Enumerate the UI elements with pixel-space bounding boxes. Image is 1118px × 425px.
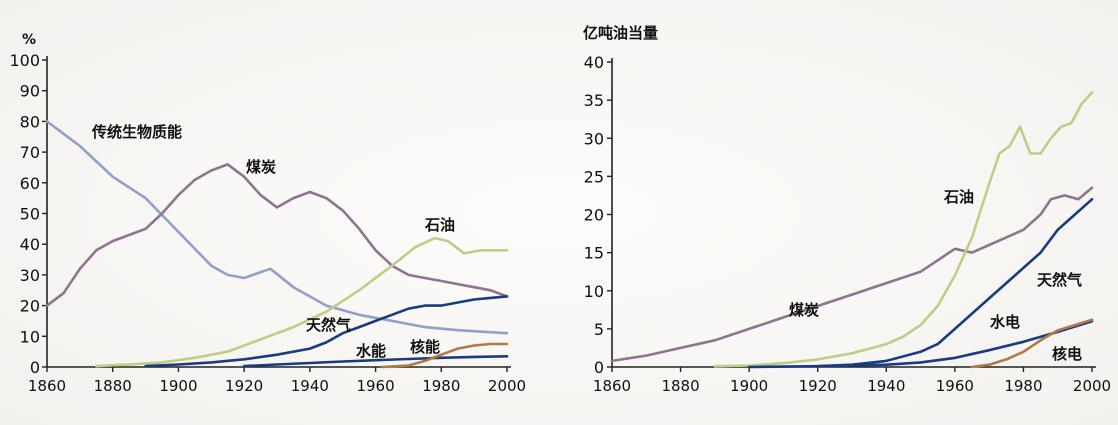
x-tick-label: 1900 <box>159 377 197 395</box>
series-label: 核能 <box>410 338 440 356</box>
energy-consumption-chart: 亿吨油当量 0 5 10 15 20 25 30 35 40 1860 1880 1900 1920 194… <box>583 24 1111 395</box>
x-tick-label: 1940 <box>291 377 329 395</box>
x-tick-label: 1880 <box>94 377 132 395</box>
series-label: 煤炭 <box>246 158 276 176</box>
series-line-5 <box>380 342 509 369</box>
x-tick-label: 1940 <box>867 377 905 395</box>
y-axis-label: % <box>22 32 36 48</box>
series-line-3 <box>747 320 1094 369</box>
series-line-3 <box>144 295 509 368</box>
x-tick-label: 2000 <box>1073 377 1111 395</box>
y-tick-label: 20 <box>584 206 604 225</box>
series-line-0 <box>610 186 1094 363</box>
y-tick-label: 100 <box>9 51 40 70</box>
series-label: 水能 <box>356 342 386 360</box>
x-tick-label: 1980 <box>1004 377 1042 395</box>
x-tick-label: 1920 <box>799 377 837 395</box>
series-line-4 <box>242 355 509 368</box>
x-tick-label: 1880 <box>661 377 699 395</box>
y-tick-label: 60 <box>20 174 40 193</box>
series-line-2 <box>816 198 1094 368</box>
y-tick-label: 90 <box>20 82 40 101</box>
y-axis-label: 亿吨油当量 <box>583 24 658 42</box>
series-label: 石油 <box>424 216 455 234</box>
y-tick-label: 80 <box>20 112 40 131</box>
y-tick-label: 40 <box>584 53 604 72</box>
x-tick-label: 1920 <box>225 377 263 395</box>
y-tick-label: 50 <box>20 205 40 224</box>
series-line-1 <box>45 163 509 307</box>
x-tick-label: 1960 <box>936 377 974 395</box>
y-tick-label: 10 <box>584 282 604 301</box>
series-label: 石油 <box>943 188 974 206</box>
series-line-1 <box>713 91 1094 368</box>
y-tick-label: 35 <box>584 91 604 110</box>
series-label: 天然气 <box>306 316 351 334</box>
y-tick-label: 40 <box>20 235 40 254</box>
series-label: 煤炭 <box>789 301 819 319</box>
y-tick-label: 30 <box>20 266 40 285</box>
series-line-2 <box>95 236 509 368</box>
x-tick-label: 2000 <box>488 377 526 395</box>
series-label: 天然气 <box>1037 271 1082 289</box>
y-tick-label: 70 <box>20 143 40 162</box>
y-tick-label: 0 <box>594 358 604 377</box>
y-tick-label: 20 <box>20 297 40 316</box>
x-tick-label: 1900 <box>730 377 768 395</box>
series-label: 核电 <box>1052 345 1082 363</box>
y-tick-label: 10 <box>20 327 40 346</box>
x-tick-label: 1860 <box>593 377 631 395</box>
y-tick-label: 5 <box>594 320 604 339</box>
series-line-4 <box>970 318 1094 369</box>
series-label: 传统生物质能 <box>91 123 182 141</box>
y-tick-label: 15 <box>584 244 604 263</box>
series-line-0 <box>45 120 509 335</box>
y-tick-label: 25 <box>584 167 604 186</box>
x-tick-label: 1980 <box>422 377 460 395</box>
x-tick-label: 1860 <box>28 377 66 395</box>
y-tick-label: 0 <box>30 358 40 377</box>
energy-share-chart: % 0 10 20 30 40 50 60 70 80 90 100 1860 1880 1900 1920 1… <box>9 32 526 395</box>
y-tick-label: 30 <box>584 129 604 148</box>
series-label: 水电 <box>990 313 1020 331</box>
x-tick-label: 1960 <box>356 377 394 395</box>
